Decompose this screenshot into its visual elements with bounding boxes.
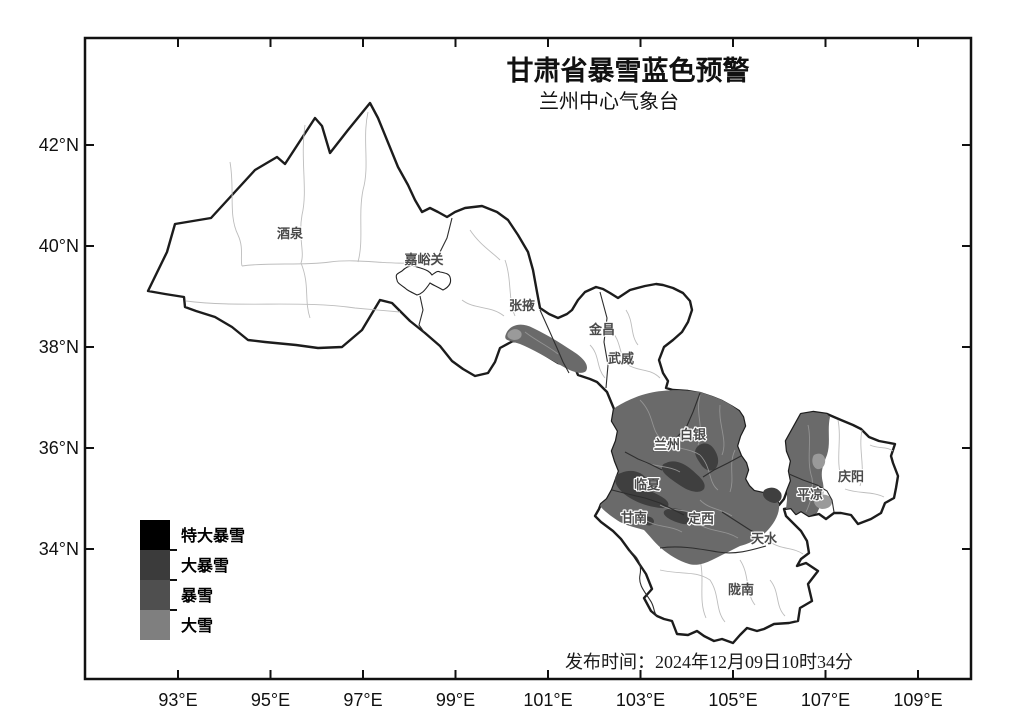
city-label: 陇南 [728, 582, 754, 597]
legend-swatch-extreme-blizzard [140, 520, 170, 550]
heavy-snow-patch [812, 453, 826, 470]
page-subtitle: 兰州中心气象台 [539, 90, 679, 113]
city-label: 酒泉 [277, 226, 304, 241]
city-label: 张掖 [509, 298, 536, 313]
x-tick-label: 105°E [708, 690, 757, 710]
heavy-snow-patch [507, 329, 522, 340]
x-axis-labels: 93°E 95°E 97°E 99°E 101°E 103°E 105°E 10… [158, 690, 942, 710]
blizzard-area-qingyang [786, 412, 830, 516]
jiayuguan-enclave-outline [395, 265, 452, 296]
y-tick-label: 36°N [39, 438, 79, 458]
city-label: 兰州 [654, 437, 680, 452]
heavy-blizzard-patch [663, 508, 692, 525]
x-tick-label: 101°E [523, 690, 572, 710]
heavy-blizzard-patch [615, 470, 669, 509]
y-tick-label: 38°N [39, 337, 79, 357]
legend-swatch-heavy-blizzard [140, 550, 170, 580]
legend-swatch-blizzard [140, 580, 170, 610]
city-label: 定西 [687, 511, 714, 526]
x-axis-ticks [177, 38, 919, 679]
city-labels: 酒泉 嘉峪关 张掖 金昌 武威 白银 兰州 临夏 甘南 定西 天水 平凉 庆阳 … [276, 225, 866, 599]
blizzard-area-corridor [505, 324, 587, 373]
city-label: 临夏 [634, 477, 661, 492]
city-label: 白银 [680, 427, 707, 442]
x-tick-label: 95°E [251, 690, 290, 710]
legend-label-heavy-blizzard: 大暴雪 [181, 556, 229, 575]
heavy-blizzard-patch [695, 443, 719, 471]
x-tick-label: 109°E [893, 690, 942, 710]
gansu-province-outline [146, 101, 900, 645]
legend-swatch-heavy-snow [140, 610, 170, 640]
y-tick-label: 40°N [39, 236, 79, 256]
map-frame [83, 36, 973, 681]
city-label: 甘南 [621, 510, 647, 525]
x-tick-label: 99°E [436, 690, 475, 710]
heavy-snow-patch [813, 494, 833, 509]
legend-label-blizzard: 暴雪 [180, 587, 213, 605]
county-boundaries [185, 111, 894, 623]
heavy-blizzard-patch [763, 487, 782, 503]
page-title: 甘肃省暴雪蓝色预警 [507, 55, 750, 86]
legend-label-extreme-blizzard: 特大暴雪 [181, 526, 245, 545]
y-tick-label: 42°N [39, 135, 79, 155]
warning-overlay-heavy-snow [507, 329, 833, 509]
city-label: 嘉峪关 [403, 252, 443, 267]
y-axis-ticks [85, 144, 971, 550]
city-label: 平凉 [797, 487, 823, 502]
city-label: 武威 [608, 351, 634, 366]
y-axis-labels: 42°N 40°N 38°N 36°N 34°N [39, 135, 79, 559]
x-tick-label: 93°E [158, 690, 197, 710]
city-label: 天水 [751, 531, 778, 546]
issue-time-text: 发布时间：2024年12月09日10时34分 [565, 652, 853, 672]
x-tick-label: 97°E [343, 690, 382, 710]
legend-label-heavy-snow: 大雪 [181, 616, 213, 635]
legend-dividers [170, 549, 177, 611]
city-label: 金昌 [588, 322, 615, 337]
city-label: 庆阳 [837, 469, 864, 484]
y-tick-label: 34°N [39, 539, 79, 559]
prefecture-boundaries [418, 217, 835, 617]
county-boundaries-on-gray [524, 331, 813, 539]
x-tick-label: 103°E [616, 690, 665, 710]
x-tick-label: 107°E [801, 690, 850, 710]
legend: 特大暴雪 大暴雪 暴雪 大雪 [140, 520, 245, 640]
